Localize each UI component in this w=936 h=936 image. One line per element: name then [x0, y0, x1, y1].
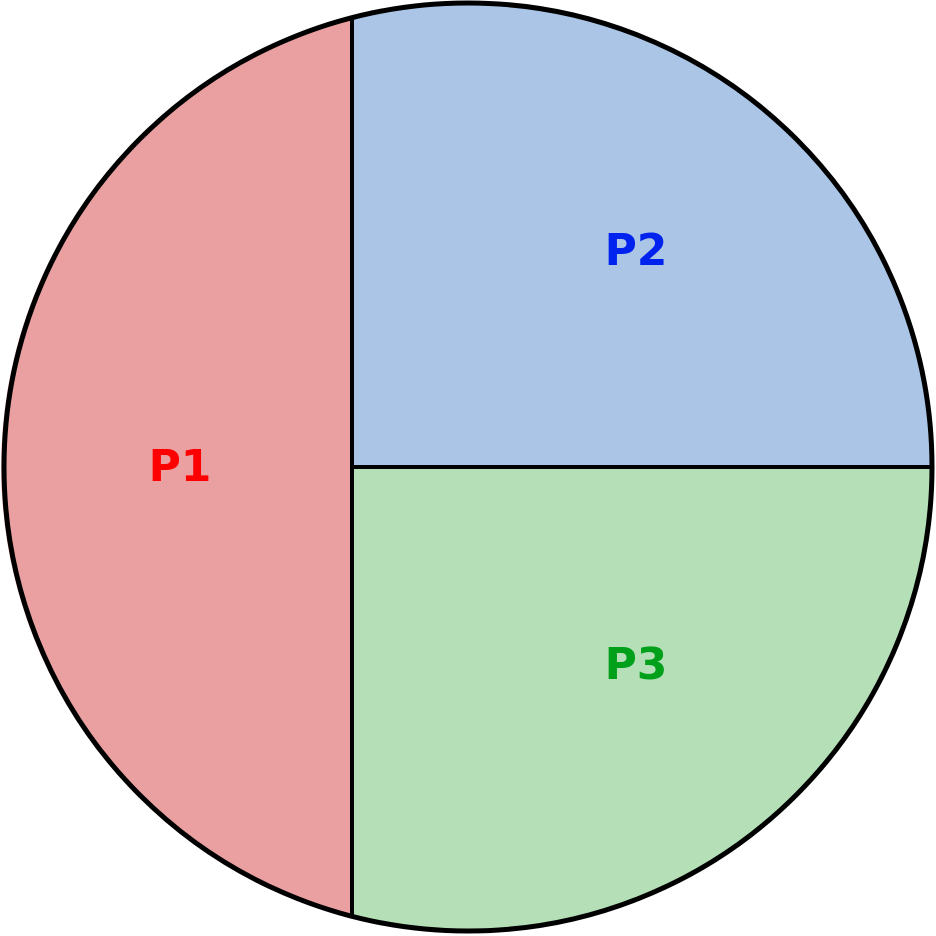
region-label-p1: P1	[149, 441, 212, 492]
region-p2	[352, 2, 934, 468]
region-p1	[1, 17, 352, 917]
region-label-p2: P2	[605, 225, 668, 276]
region-label-p3: P3	[605, 639, 668, 690]
region-p3	[352, 467, 934, 932]
